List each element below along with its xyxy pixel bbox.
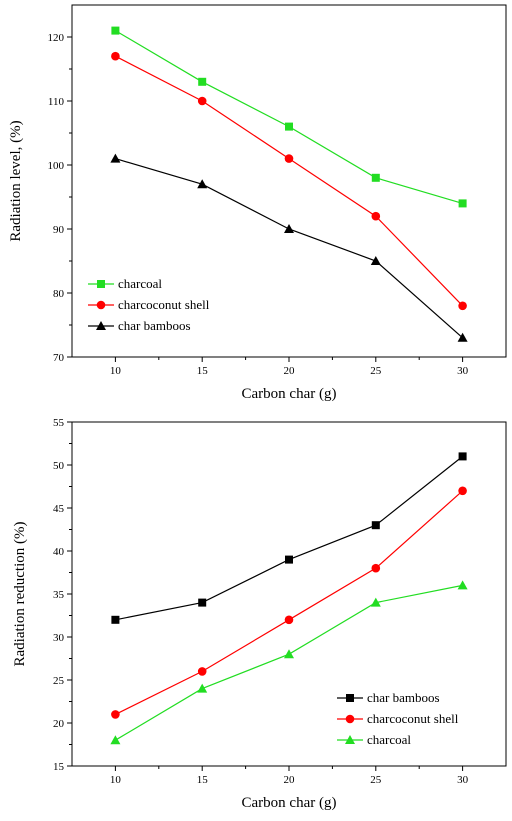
chart-radiation-level: 10 15 20 25 30 70 80 90 100 110 120 Carbon char (g)… — [8, 4, 507, 402]
data-point — [198, 598, 207, 607]
data-point — [197, 667, 207, 676]
data-point — [197, 96, 207, 106]
x-tick-label: 30 — [457, 774, 469, 786]
data-point — [458, 301, 467, 311]
series-charcoconut-shell — [111, 486, 467, 719]
y-tick-label: 90 — [53, 224, 65, 236]
data-point — [285, 555, 293, 564]
x-tick-label: 15 — [197, 774, 209, 786]
legend-label: charcoconut shell — [118, 297, 210, 312]
data-point — [111, 710, 120, 719]
x-tick-label: 10 — [110, 365, 122, 377]
data-point — [197, 179, 208, 189]
y-tick-label: 120 — [48, 32, 65, 44]
legend-entry: char bamboos — [88, 318, 191, 333]
y-tick-label: 20 — [53, 718, 65, 730]
series-line — [115, 490, 463, 715]
x-axis-label: Carbon char (g) — [242, 795, 337, 811]
y-tick-label: 100 — [48, 160, 65, 172]
data-point — [284, 649, 294, 659]
y-axis-label: Radiation level, (%) — [8, 120, 24, 241]
x-tick-label: 20 — [284, 365, 296, 377]
data-point — [370, 597, 381, 607]
data-point — [458, 199, 467, 208]
y-tick-label: 35 — [53, 589, 65, 601]
series-char-bamboos — [110, 153, 468, 342]
x-tick-label: 15 — [197, 365, 209, 377]
legend-marker — [345, 735, 355, 744]
series-charcoal — [110, 580, 468, 745]
data-point — [284, 615, 294, 625]
data-point — [110, 153, 121, 163]
legend-label: charcoconut shell — [367, 711, 459, 726]
series-charcoconut-shell — [111, 51, 467, 311]
data-point — [197, 683, 208, 693]
data-point — [371, 211, 381, 221]
y-tick-label: 40 — [53, 546, 65, 558]
data-point — [371, 521, 380, 530]
data-point — [457, 580, 468, 590]
legend-entry: charcoal — [337, 732, 411, 747]
y-tick-label: 15 — [53, 761, 65, 773]
x-tick-label: 20 — [284, 774, 296, 786]
legend-entry: charcoconut shell — [337, 711, 459, 726]
data-point — [198, 77, 207, 86]
data-point — [110, 735, 121, 745]
legend-label: char bamboos — [118, 318, 191, 333]
data-point — [458, 486, 467, 496]
legend-marker — [345, 714, 355, 724]
series-line — [115, 30, 463, 204]
legend-marker — [97, 280, 105, 288]
legend-marker — [96, 321, 106, 330]
legend-entry: charcoconut shell — [88, 297, 210, 312]
x-tick-label: 30 — [457, 365, 469, 377]
data-point — [285, 122, 293, 131]
y-tick-label: 70 — [53, 352, 65, 364]
y-tick-label: 50 — [53, 460, 65, 472]
legend-label: charcoal — [367, 732, 411, 747]
chart-radiation-reduction: 10 15 20 25 30 15 20 25 30 35 40 45 50 55 Carbon char … — [12, 417, 507, 811]
y-axis-label: Radiation reduction (%) — [12, 522, 28, 667]
x-tick-label: 25 — [370, 774, 382, 786]
data-point — [111, 615, 120, 624]
y-tick-label: 80 — [53, 288, 65, 300]
legend-label: charcoal — [118, 276, 162, 291]
x-tick-label: 25 — [370, 365, 382, 377]
x-axis-label: Carbon char (g) — [242, 386, 337, 402]
y-tick-label: 110 — [48, 96, 65, 108]
y-tick-label: 30 — [53, 632, 65, 644]
data-point — [370, 256, 381, 265]
data-point — [111, 51, 120, 61]
data-point — [111, 26, 120, 35]
legend-marker — [96, 300, 106, 310]
data-point — [371, 173, 380, 182]
data-point — [371, 563, 381, 573]
series-charcoal — [111, 26, 467, 208]
x-tick-label: 10 — [110, 774, 122, 786]
y-tick-label: 55 — [53, 417, 65, 429]
legend-marker — [346, 694, 354, 702]
y-tick-label: 45 — [53, 503, 65, 515]
legend-label: char bamboos — [367, 690, 440, 705]
series-line — [115, 55, 464, 307]
series-char-bamboos — [111, 452, 467, 624]
y-tick-label: 25 — [53, 675, 65, 687]
data-point — [284, 154, 294, 163]
data-point — [458, 452, 467, 461]
data-point — [457, 332, 468, 342]
data-point — [284, 224, 294, 233]
legend-entry: charcoal — [88, 276, 162, 291]
legend-entry: char bamboos — [337, 690, 440, 705]
